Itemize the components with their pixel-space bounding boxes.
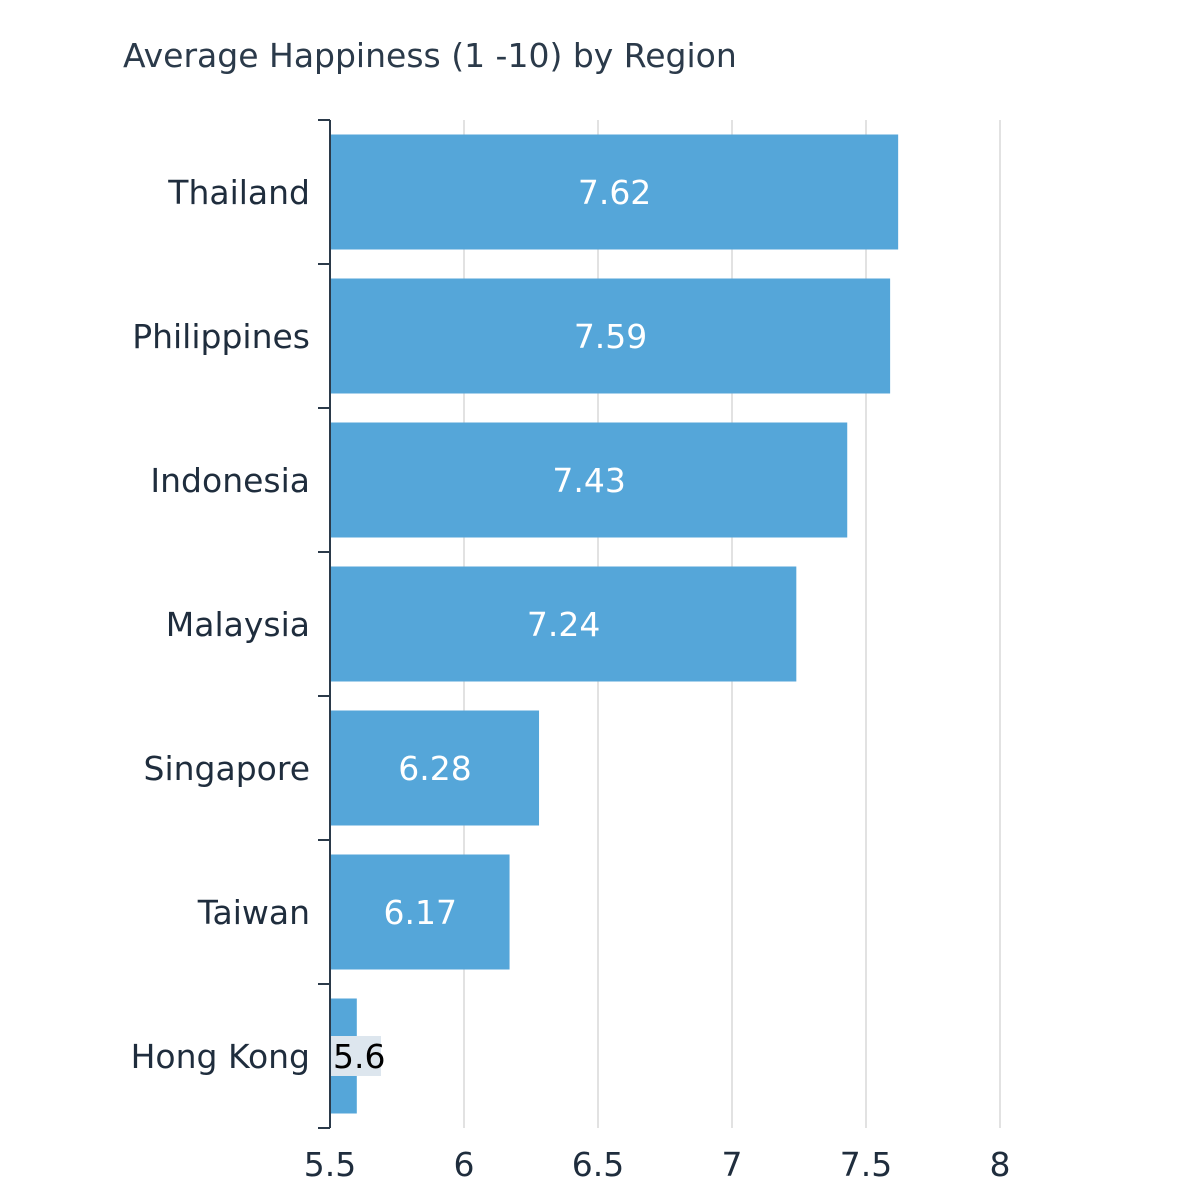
category-label: Malaysia	[166, 605, 310, 644]
x-tick-label: 7	[722, 1145, 743, 1184]
bar	[331, 854, 510, 970]
axes	[318, 119, 331, 1129]
x-tick-label: 8	[990, 1145, 1011, 1184]
x-tick-label: 5.5	[304, 1145, 356, 1184]
bars	[331, 134, 899, 1114]
value-label: 7.43	[552, 461, 625, 500]
labels: Thailand 7.62 Philippines 7.59 Indonesia 7.43…	[131, 173, 1011, 1184]
x-tick-label: 6.5	[572, 1145, 624, 1184]
category-label: Indonesia	[150, 461, 310, 500]
category-label: Taiwan	[197, 893, 310, 932]
bar	[331, 710, 540, 826]
value-label: 7.59	[574, 317, 647, 356]
bar	[331, 422, 848, 538]
category-label: Philippines	[132, 317, 310, 356]
category-label: Thailand	[167, 173, 310, 212]
bar	[331, 134, 899, 250]
value-label-background	[331, 1036, 381, 1076]
value-label: 6.17	[384, 893, 457, 932]
bar	[331, 566, 797, 682]
chart-title: Average Happiness (1 -10) by Region	[123, 36, 737, 75]
category-label: Singapore	[144, 749, 310, 788]
category-label: Hong Kong	[131, 1037, 310, 1076]
bar	[331, 278, 891, 394]
x-tick-label: 7.5	[840, 1145, 892, 1184]
value-label: 6.28	[398, 749, 471, 788]
value-label: 7.62	[578, 173, 651, 212]
x-tick-label: 6	[454, 1145, 475, 1184]
value-label: 7.24	[527, 605, 600, 644]
value-label: 5.6	[333, 1037, 385, 1076]
